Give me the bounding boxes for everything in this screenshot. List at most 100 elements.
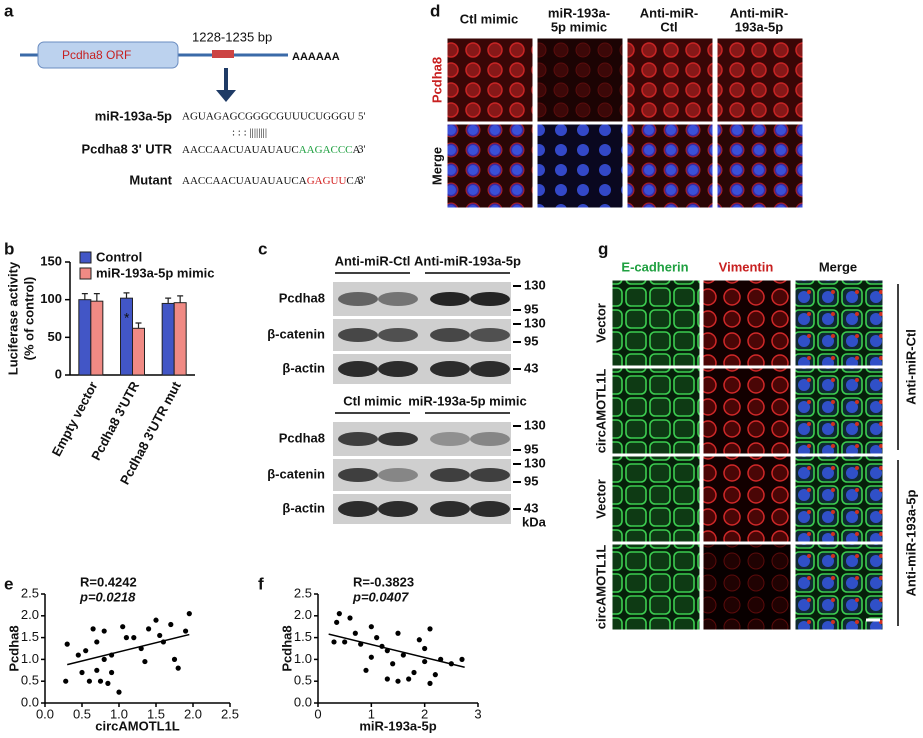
annotation: *: [124, 310, 130, 326]
point: [94, 667, 100, 673]
point: [427, 626, 433, 632]
micrograph: [611, 367, 701, 455]
point: [101, 628, 107, 634]
micrograph: [794, 367, 884, 455]
panel-label: c: [258, 239, 267, 258]
point: [75, 652, 81, 658]
y-tick-label: 2.0: [294, 607, 312, 622]
marker-label: 43: [524, 360, 538, 375]
band: [338, 432, 378, 446]
panel-label: e: [4, 574, 13, 593]
band: [470, 432, 510, 446]
band: [378, 501, 418, 517]
micrograph: [446, 123, 534, 209]
unit-label: kDa: [522, 514, 547, 529]
panel-label: g: [598, 239, 608, 258]
band: [470, 328, 510, 342]
band: [338, 328, 378, 342]
annotation: R=0.4242: [80, 574, 137, 589]
point: [390, 661, 396, 667]
micrograph: [536, 37, 624, 123]
row-label: β-actin: [282, 360, 325, 375]
group-label: Anti-miR-Ctl: [335, 253, 411, 268]
point: [336, 611, 342, 617]
point: [432, 672, 438, 678]
x-tick-label: 0.5: [73, 706, 91, 721]
group-label: Anti-miR-193a-5p: [903, 489, 918, 596]
point: [400, 652, 406, 658]
micrograph: [446, 37, 534, 123]
point: [142, 658, 148, 665]
point: [422, 645, 428, 652]
legend-label: miR-193a-5p mimic: [96, 265, 215, 280]
orf-label: Pcdha8 ORF: [62, 48, 131, 62]
site-box: [212, 50, 234, 58]
legend-swatch: [79, 251, 92, 264]
y-tick-label: 1.0: [294, 651, 312, 666]
point: [175, 665, 181, 671]
y-axis-label: Luciferase activity: [5, 261, 20, 375]
trend-line: [67, 633, 190, 666]
bar: [173, 302, 187, 376]
marker-label: 95: [524, 333, 538, 348]
x-axis-label: miR-193a-5p: [359, 718, 436, 733]
micrograph: [794, 279, 884, 367]
band: [470, 501, 510, 517]
point: [183, 628, 189, 634]
micrograph: [702, 367, 792, 455]
arrow-head: [216, 90, 236, 102]
band: [378, 361, 418, 377]
point: [123, 635, 129, 641]
column-label: Ctl mimic: [460, 11, 519, 26]
x-tick-label: 3: [474, 706, 481, 721]
marker-label: 130: [524, 315, 546, 330]
y-tick-label: 0.5: [21, 673, 39, 688]
point: [105, 680, 111, 686]
site-label: 1228-1235 bp: [192, 29, 272, 44]
y-axis-label: (% of control): [21, 277, 36, 361]
column-label: Ctl: [660, 19, 677, 34]
point: [116, 689, 122, 695]
point: [101, 656, 107, 663]
orf-box: [37, 41, 179, 69]
annotation: p=0.0218: [79, 589, 136, 604]
bar: [90, 300, 104, 376]
marker-label: 95: [524, 441, 538, 456]
y-axis-label: Pcdha8: [6, 625, 21, 671]
marker-label: 95: [524, 301, 538, 316]
micrograph: [794, 543, 884, 631]
x-tick-label: 2.5: [221, 706, 239, 721]
y-tick-label: 0.0: [21, 694, 39, 709]
column-label: E-cadherin: [621, 259, 688, 274]
bar: [132, 327, 145, 376]
marker-label: 130: [524, 277, 546, 292]
sequence: AACCAACUAUAUAUCAGAGUUCA: [182, 175, 362, 187]
column-label: miR-193a-: [548, 5, 610, 20]
point: [374, 635, 380, 641]
error-bar: [93, 293, 100, 302]
marker-label: 130: [524, 417, 546, 432]
point: [83, 648, 89, 654]
x-tick-label: 1: [368, 706, 375, 721]
row-label: Vector: [593, 303, 608, 343]
band: [470, 468, 510, 482]
band: [430, 292, 470, 306]
point: [334, 619, 340, 625]
micrograph: [716, 37, 804, 123]
band: [470, 361, 510, 377]
sequence: AACCAACUAUAUAUCAAGACCCA: [182, 144, 361, 156]
legend-label: Control: [96, 249, 142, 264]
pairing: : : : ||||||||: [232, 127, 267, 139]
band: [378, 292, 418, 306]
point: [168, 621, 174, 628]
seq-name: Pcdha8 3' UTR: [81, 141, 172, 156]
column-label: 193a-5p: [735, 19, 783, 34]
micrograph: [536, 123, 624, 209]
point: [411, 669, 417, 676]
micrograph: [716, 123, 804, 209]
point: [94, 639, 100, 645]
legend-swatch: [79, 267, 92, 280]
point: [64, 641, 70, 647]
seq-name: Mutant: [129, 172, 172, 187]
seq-part: AACCAACUAUAUAUCA: [182, 175, 307, 187]
